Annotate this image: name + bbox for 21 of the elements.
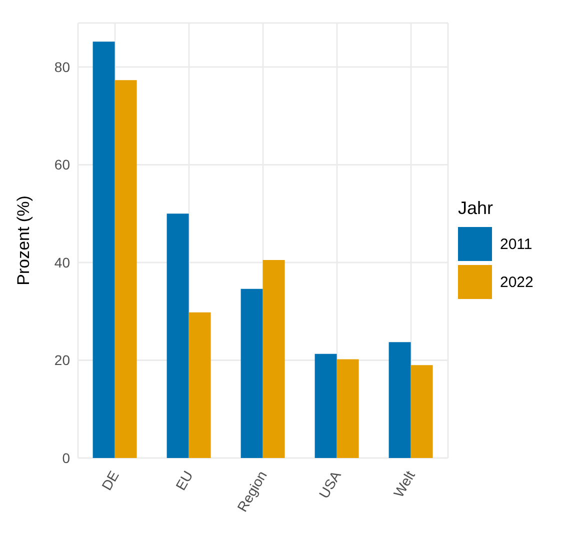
legend-label: 2011 (500, 236, 532, 252)
y-tick-label: 0 (62, 450, 70, 466)
bar (388, 342, 411, 458)
bar (262, 260, 285, 458)
y-axis-title: Prozent (%) (14, 196, 34, 286)
bar (410, 365, 433, 458)
bar (240, 288, 263, 458)
y-tick-label: 20 (54, 352, 70, 368)
y-tick-label: 80 (54, 58, 70, 75)
bar (114, 80, 137, 458)
y-tick-label: 60 (54, 156, 70, 173)
bar (314, 354, 337, 458)
bar (336, 359, 359, 458)
bar (166, 214, 189, 458)
x-tick-label: DE (98, 468, 122, 493)
legend-label: 2022 (500, 274, 534, 290)
bar (92, 42, 115, 458)
x-tick-label: EU (172, 468, 196, 493)
y-tick-label: 40 (54, 254, 70, 270)
legend-title: Jahr (458, 198, 494, 219)
bar (188, 312, 211, 458)
